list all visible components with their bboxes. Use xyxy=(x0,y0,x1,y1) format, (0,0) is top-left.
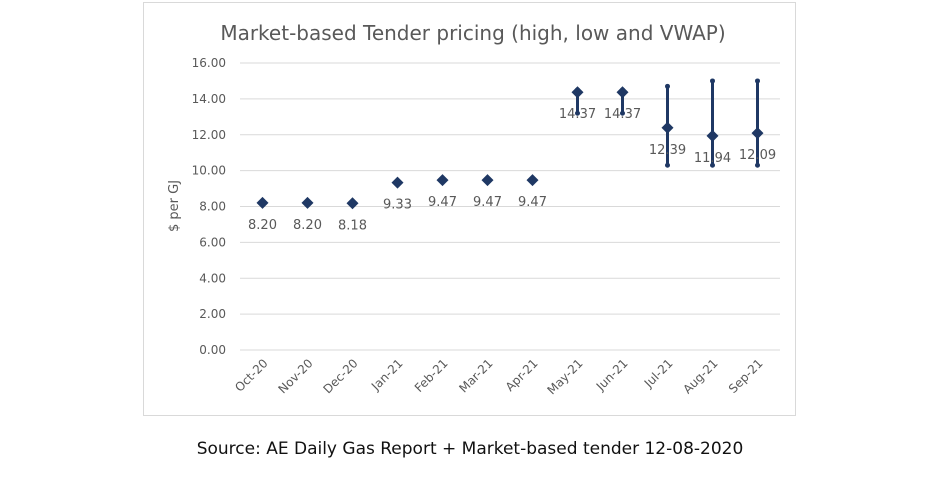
vwap-marker xyxy=(526,174,539,187)
high-cap xyxy=(710,78,715,84)
chart-title: Market-based Tender pricing (high, low a… xyxy=(220,21,725,45)
data-label: 8.20 xyxy=(293,218,322,233)
x-tick-label: Aug-21 xyxy=(680,356,720,396)
data-label: 8.18 xyxy=(338,218,367,233)
data-label: 14.37 xyxy=(604,107,641,122)
x-tick-label: Oct-20 xyxy=(232,356,270,394)
source-caption: Source: AE Daily Gas Report + Market-bas… xyxy=(196,439,744,459)
y-tick-label: 6.00 xyxy=(199,235,226,249)
vwap-marker xyxy=(751,127,764,140)
high-cap xyxy=(755,78,760,84)
low-cap xyxy=(710,162,715,168)
x-tick-label: Jul-21 xyxy=(641,356,676,391)
data-label: 12.09 xyxy=(739,148,776,163)
vwap-marker xyxy=(436,174,449,187)
x-tick-label: Jan-21 xyxy=(368,356,406,394)
vwap-marker xyxy=(481,174,494,187)
chart-frame xyxy=(143,2,796,416)
x-tick-label: Dec-20 xyxy=(320,356,360,396)
y-tick-label: 12.00 xyxy=(192,128,226,142)
y-tick-label: 14.00 xyxy=(192,92,226,106)
data-label: 9.47 xyxy=(428,195,457,210)
x-tick-label: Sep-21 xyxy=(726,356,766,396)
x-tick-label: Apr-21 xyxy=(503,356,541,394)
y-tick-label: 2.00 xyxy=(199,307,226,321)
data-label: 8.20 xyxy=(248,218,277,233)
y-axis-label: $ per GJ xyxy=(167,180,182,232)
data-label: 11.94 xyxy=(694,151,731,166)
vwap-marker xyxy=(301,196,314,209)
x-tick-label: Mar-21 xyxy=(456,356,495,395)
y-tick-label: 8.00 xyxy=(199,200,226,214)
vwap-marker xyxy=(346,197,359,210)
data-label: 9.47 xyxy=(518,195,547,210)
low-cap xyxy=(665,162,670,168)
vwap-marker xyxy=(391,176,404,189)
vwap-marker xyxy=(571,86,584,99)
y-tick-label: 4.00 xyxy=(199,271,226,285)
data-label: 9.47 xyxy=(473,195,502,210)
low-cap xyxy=(575,110,580,116)
vwap-marker xyxy=(616,86,629,99)
data-label: 9.33 xyxy=(383,198,412,213)
x-tick-label: Nov-20 xyxy=(276,356,316,396)
x-tick-label: Feb-21 xyxy=(412,356,451,395)
x-tick-label: Jun-21 xyxy=(593,356,631,394)
data-label: 14.37 xyxy=(559,107,596,122)
low-cap xyxy=(755,162,760,168)
y-tick-label: 10.00 xyxy=(192,164,226,178)
y-tick-label: 16.00 xyxy=(192,56,226,70)
vwap-marker xyxy=(661,121,674,134)
vwap-marker xyxy=(706,129,719,142)
y-tick-label: 0.00 xyxy=(199,343,226,357)
vwap-marker xyxy=(256,196,269,209)
data-label: 12.39 xyxy=(649,143,686,158)
low-cap xyxy=(620,110,625,116)
x-tick-label: May-21 xyxy=(544,356,585,397)
high-cap xyxy=(665,83,670,89)
